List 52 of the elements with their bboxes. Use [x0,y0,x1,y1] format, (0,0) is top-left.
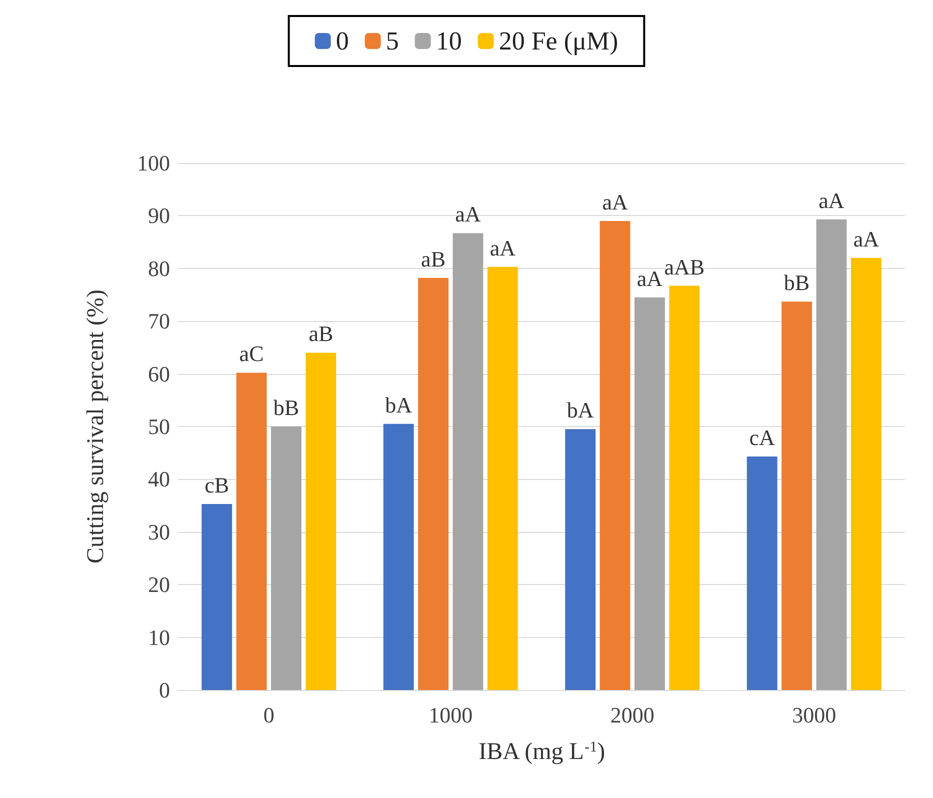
y-tick-label: 40 [148,466,170,492]
bar [600,220,630,690]
legend-label: 20 Fe (μM) [498,26,618,56]
y-tick-label: 10 [148,624,170,650]
bar [816,219,847,690]
y-tick-label: 100 [137,150,170,176]
data-label: aAB [664,254,705,280]
x-tick-label: 1000 [428,702,473,728]
data-label: cA [749,425,776,450]
y-tick-label: 60 [148,361,170,386]
x-tick-label: 0 [263,702,274,728]
y-axis-title: Cutting survival percent (%) [83,290,109,564]
legend-label: 5 [386,26,399,56]
bar [669,286,700,690]
y-tick-label: 90 [148,203,170,228]
bar [634,297,665,690]
x-tick-label: 3000 [792,702,836,728]
y-tick-label: 70 [148,308,170,334]
legend-label: 0 [336,26,349,56]
bar [271,426,302,690]
bar [565,429,596,690]
data-label: aC [239,341,264,366]
bar [452,233,484,690]
y-tick-label: 80 [148,256,170,281]
data-label: bB [784,270,810,296]
bar [383,424,414,690]
data-label: aA [818,188,844,213]
data-label: aA [490,235,516,260]
bar [850,258,882,690]
y-tick-label: 20 [148,572,170,598]
data-label: aB [308,321,334,346]
data-label: cB [204,472,230,498]
bar [782,302,812,690]
bar [487,266,518,690]
data-label: aA [455,202,481,227]
bar [418,278,448,690]
x-tick-label: 2000 [610,702,654,728]
data-label: bB [273,395,300,420]
data-label: aA [853,226,880,252]
data-label: aA [636,266,663,291]
data-label: aB [421,246,446,272]
y-tick-label: 50 [148,414,170,439]
legend-label: 10 [436,26,462,56]
bar [202,504,232,690]
bar [746,456,778,690]
bar [236,372,267,690]
bar [306,352,336,690]
y-tick-label: 30 [148,519,170,544]
y-tick-label: 0 [159,678,170,702]
data-label: bA [385,392,412,418]
data-label: aA [602,189,628,214]
data-label: bA [566,398,594,423]
